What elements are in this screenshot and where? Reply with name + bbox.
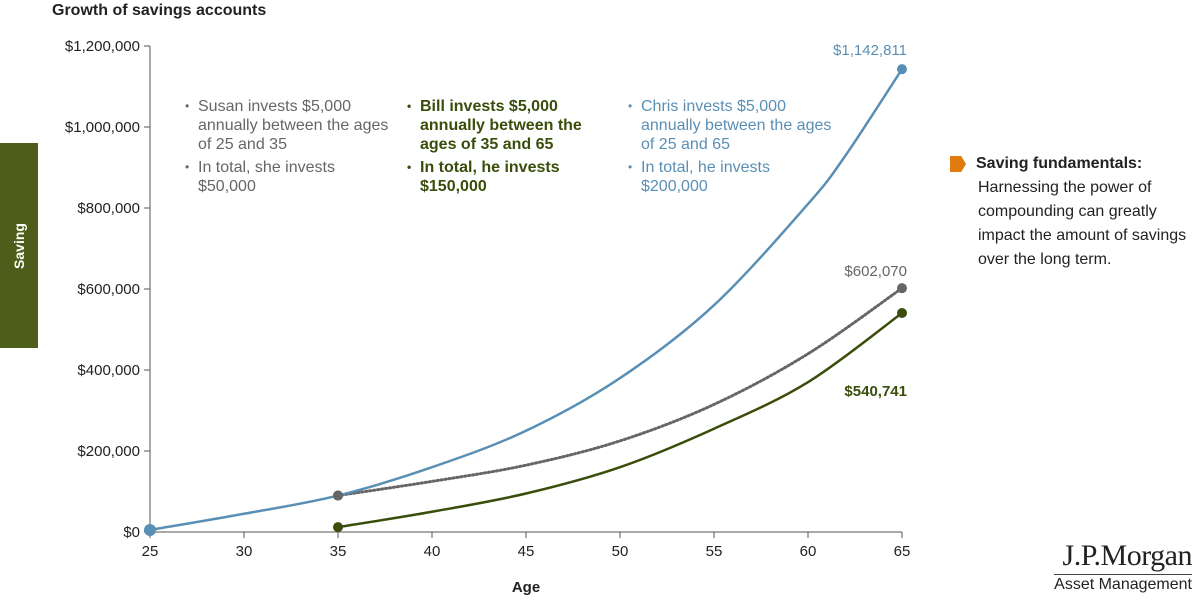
annotation-bill-line-2: In total, he invests $150,000 — [407, 158, 616, 196]
callout-heading: Saving fundamentals: — [976, 155, 1143, 172]
annotation-bill-line-1: Bill invests $5,000 annually between the… — [407, 97, 616, 154]
annotation-bill: Bill invests $5,000 annually between the… — [406, 97, 616, 200]
series-end-label-susan: $602,070 — [844, 263, 907, 280]
y-tick-label: $1,200,000 — [65, 38, 140, 55]
x-tick-label: 40 — [424, 543, 441, 560]
series-end-label-chris: $1,142,811 — [833, 42, 907, 59]
y-tick-label: $0 — [123, 524, 140, 541]
x-tick-label: 35 — [330, 543, 347, 560]
x-tick-label: 60 — [800, 543, 817, 560]
brand-logo: J.P.Morgan Asset Management — [1054, 540, 1192, 595]
y-tick-label: $800,000 — [77, 200, 140, 217]
brand-logo-tagline: Asset Management — [1054, 574, 1192, 593]
annotation-susan: Susan invests $5,000 annually between th… — [184, 97, 394, 200]
series-line-susan — [336, 286, 904, 498]
series-end-label-bill: $540,741 — [844, 383, 907, 400]
annotation-chris: Chris invests $5,000 annually between th… — [627, 97, 837, 200]
arrow-marker-icon — [950, 156, 966, 172]
annotation-chris-line-2: In total, he invests $200,000 — [628, 158, 837, 196]
series-end-point-bill — [897, 307, 907, 318]
x-axis-title: Age — [512, 579, 540, 596]
x-tick-label: 65 — [894, 543, 911, 560]
series-end-point-susan — [897, 283, 907, 294]
brand-logo-name: J.P.Morgan — [1062, 539, 1193, 572]
y-tick-label: $200,000 — [77, 443, 140, 460]
annotation-susan-line-1: Susan invests $5,000 annually between th… — [185, 97, 394, 154]
annotation-susan-line-2: In total, she invests $50,000 — [185, 158, 394, 196]
x-tick-label: 25 — [142, 543, 159, 560]
saving-fundamentals-callout: Saving fundamentals: Harnessing the powe… — [950, 152, 1195, 272]
series-start-point-bill — [333, 522, 343, 533]
x-tick-label: 50 — [612, 543, 629, 560]
x-tick-label: 55 — [706, 543, 723, 560]
y-tick-label: $600,000 — [77, 281, 140, 298]
susan-stop-point — [333, 490, 343, 501]
callout-body: Harnessing the power of compounding can … — [978, 179, 1187, 268]
x-tick-label: 45 — [518, 543, 535, 560]
x-tick-label: 30 — [236, 543, 253, 560]
chart-title: Growth of savings accounts — [52, 2, 267, 19]
series-end-point-chris — [897, 64, 907, 75]
y-tick-label: $400,000 — [77, 362, 140, 379]
section-tab: Saving — [0, 143, 38, 348]
series-line-bill — [336, 311, 904, 529]
series-start-point-chris — [144, 523, 156, 536]
annotation-chris-line-1: Chris invests $5,000 annually between th… — [628, 97, 837, 154]
y-tick-label: $1,000,000 — [65, 119, 140, 136]
